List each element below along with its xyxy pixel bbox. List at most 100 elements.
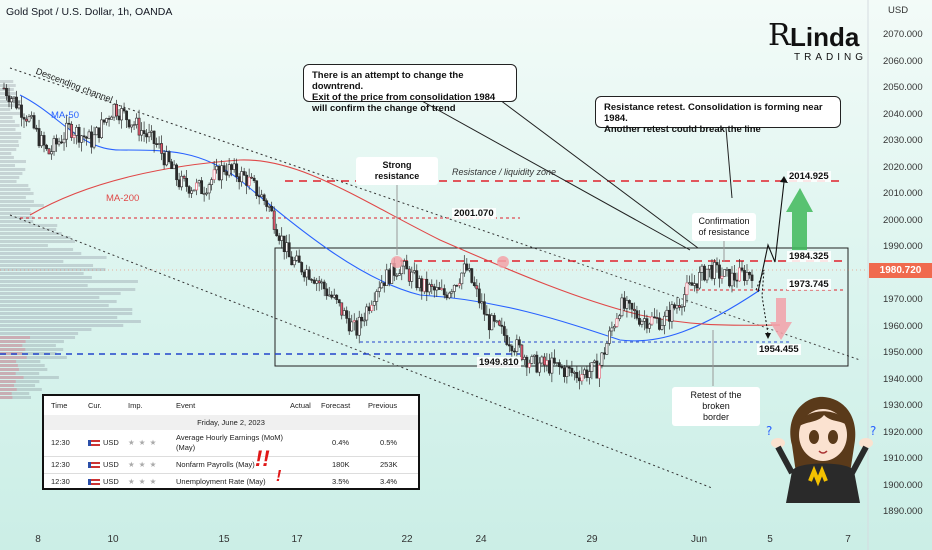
candle-body (743, 270, 746, 281)
candle-body (247, 176, 251, 186)
candle-body (535, 354, 539, 373)
candle-body (445, 294, 449, 299)
candle-body (67, 122, 71, 125)
row-importance: ★ ★ ★ (128, 477, 158, 486)
candle-body (127, 119, 131, 128)
candle-body (562, 367, 566, 377)
candle-body (237, 176, 241, 183)
candle-body (457, 283, 461, 286)
candle-body (507, 344, 511, 347)
candle-body (175, 164, 179, 181)
candle-body (442, 288, 446, 296)
volume-profile-bar (0, 332, 79, 335)
candle-body (240, 171, 244, 183)
candle-body (698, 272, 701, 289)
candle-body (410, 271, 414, 282)
candle-body (527, 363, 531, 368)
volume-profile-bar (0, 336, 76, 339)
candle-body (260, 194, 264, 198)
row-previous: 0.5% (380, 438, 398, 447)
candle-body (80, 135, 83, 143)
y-tick-label: 1910.000 (883, 453, 923, 464)
candle-body (65, 122, 68, 140)
candle-body (467, 268, 471, 271)
candle-body (210, 179, 214, 185)
candle-body (22, 117, 26, 120)
volume-profile-bar (0, 116, 13, 119)
x-tick-label: 10 (107, 534, 119, 545)
candle-body (495, 320, 499, 323)
candle-body (417, 278, 421, 289)
us-flag-icon (88, 462, 100, 469)
candle-body (540, 356, 544, 364)
volume-profile-bar (0, 128, 16, 131)
level-1949-label: 1949.810 (477, 357, 521, 368)
volume-profile-bar (0, 252, 82, 255)
candle-body (630, 302, 634, 310)
candle-body (560, 366, 564, 369)
candle-body (122, 108, 126, 112)
y-tick-label: 1950.000 (883, 347, 923, 358)
candle-body (650, 316, 654, 325)
volume-profile-bar (0, 348, 64, 351)
volume-profile-bar (0, 288, 136, 291)
candle-body (710, 264, 714, 279)
candle-body (690, 282, 694, 286)
candle-body (700, 265, 704, 273)
candle-body (252, 177, 256, 182)
candle-body (585, 369, 589, 378)
volume-profile-bar (0, 336, 31, 339)
retest-note: Resistance retest. Consolidation is form… (595, 96, 841, 135)
x-tick-label: Jun (690, 534, 708, 545)
candle-body (257, 195, 261, 198)
volume-profile-bar (0, 352, 57, 355)
volume-profile-bar (0, 256, 107, 259)
candle-body (55, 138, 58, 145)
confirmation-tag: Confirmation of resistance (692, 213, 756, 241)
candle-body (350, 321, 354, 332)
candle-body (45, 144, 48, 150)
volume-profile-bar (0, 140, 19, 143)
candle-body (332, 294, 336, 298)
candle-body (90, 131, 93, 148)
volume-profile-bar (0, 176, 20, 179)
candle-body (100, 119, 103, 138)
candle-body (387, 269, 391, 284)
candle-body (27, 116, 31, 122)
volume-profile-bar (0, 148, 17, 151)
volume-profile-bar (0, 344, 23, 347)
row-event: Unemployment Rate (May) (176, 477, 266, 486)
candle-body (235, 163, 239, 177)
candle-body (530, 356, 534, 364)
candle-body (683, 294, 686, 307)
candle-body (172, 164, 176, 170)
candle-body (723, 269, 726, 277)
y-tick-label: 1990.000 (883, 241, 923, 252)
candle-body (200, 180, 204, 195)
candle-body (615, 318, 619, 327)
candle-body (72, 135, 76, 138)
candle-body (587, 371, 591, 378)
candle-body (492, 315, 496, 322)
level-1954-label: 1954.455 (757, 344, 801, 355)
row-time: 12:30 (51, 460, 70, 469)
candle-body (352, 320, 356, 323)
candle-body (57, 141, 61, 145)
volume-profile-bar (0, 308, 133, 311)
chart-title: Gold Spot / U.S. Dollar, 1h, OANDA (6, 6, 173, 18)
candle-body (668, 309, 671, 322)
candle-body (382, 282, 386, 286)
projection-up-head (780, 176, 788, 183)
brand-logo: R Linda TRADING (768, 18, 863, 64)
candle-body (167, 151, 171, 163)
candle-body (20, 104, 23, 118)
level-1984-label: 1984.325 (787, 251, 831, 262)
candle-body (728, 268, 731, 287)
candle-body (638, 317, 641, 325)
volume-profile-bar (0, 372, 16, 375)
candle-body (455, 284, 459, 287)
y-tick-label: 2060.000 (883, 55, 923, 67)
candle-body (515, 339, 519, 352)
x-tick-label: 8 (35, 534, 41, 545)
volume-profile-bar (0, 324, 124, 327)
